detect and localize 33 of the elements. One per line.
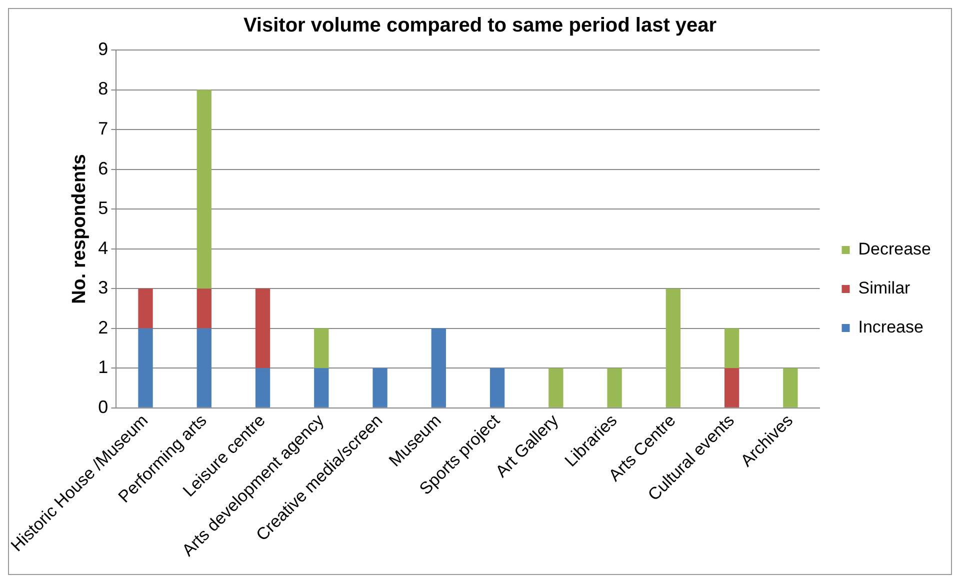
legend-label: Increase xyxy=(858,318,924,337)
y-tick-label: 9 xyxy=(98,38,108,59)
bar xyxy=(196,288,212,328)
y-axis-title: No. respondents xyxy=(69,154,90,304)
bar xyxy=(607,368,622,408)
y-tick-label: 0 xyxy=(98,396,108,417)
y-tick-label: 4 xyxy=(98,238,108,258)
y-tick-label: 1 xyxy=(98,357,108,378)
bar xyxy=(255,288,270,368)
y-tick-label: 2 xyxy=(98,317,108,338)
bar xyxy=(548,368,564,408)
bar xyxy=(255,368,270,408)
bar xyxy=(138,288,153,328)
y-tick-label: 5 xyxy=(98,198,108,218)
y-tick-label: 8 xyxy=(98,78,108,99)
legend-label: Decrease xyxy=(858,240,932,259)
bar xyxy=(138,328,153,408)
bar xyxy=(666,288,680,408)
bar xyxy=(314,328,329,368)
bar xyxy=(196,328,212,408)
bar xyxy=(196,90,212,289)
y-tick-label: 3 xyxy=(98,278,108,298)
bar xyxy=(724,368,740,408)
bar xyxy=(783,368,798,408)
legend-label: Similar xyxy=(858,278,911,298)
bar xyxy=(431,328,446,408)
bar xyxy=(724,328,740,368)
bar xyxy=(314,368,329,408)
bar xyxy=(372,368,388,408)
bar xyxy=(490,368,505,408)
chart-title: Visitor volume compared to same period last year xyxy=(243,14,717,37)
y-tick-label: 6 xyxy=(98,158,108,178)
y-tick-label: 7 xyxy=(98,118,108,139)
